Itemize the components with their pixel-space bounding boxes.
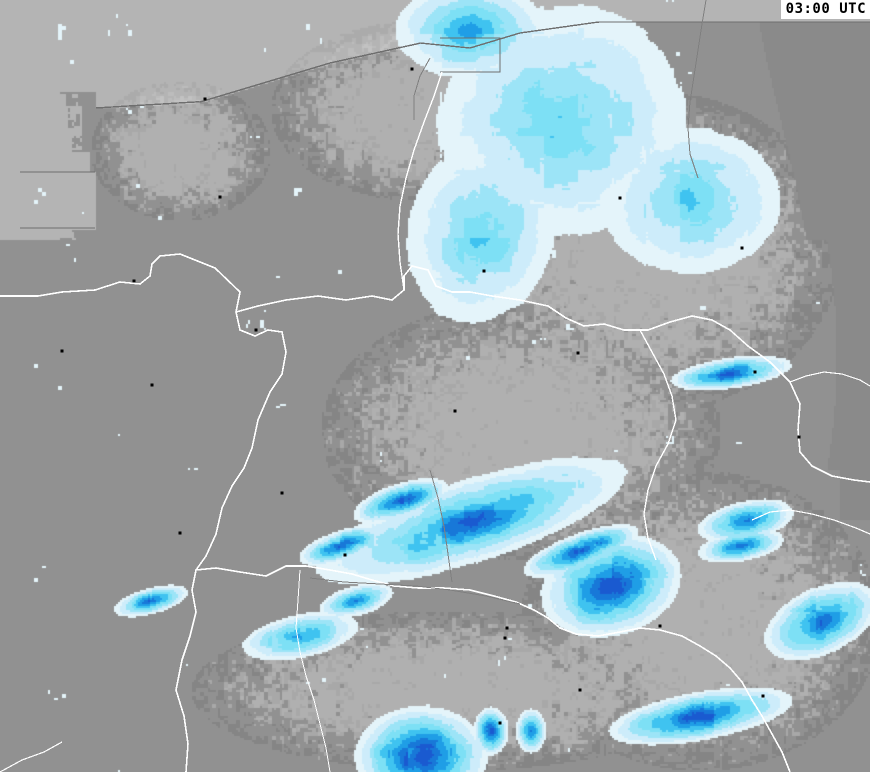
timestamp-label: 03:00 UTC [780, 0, 870, 19]
